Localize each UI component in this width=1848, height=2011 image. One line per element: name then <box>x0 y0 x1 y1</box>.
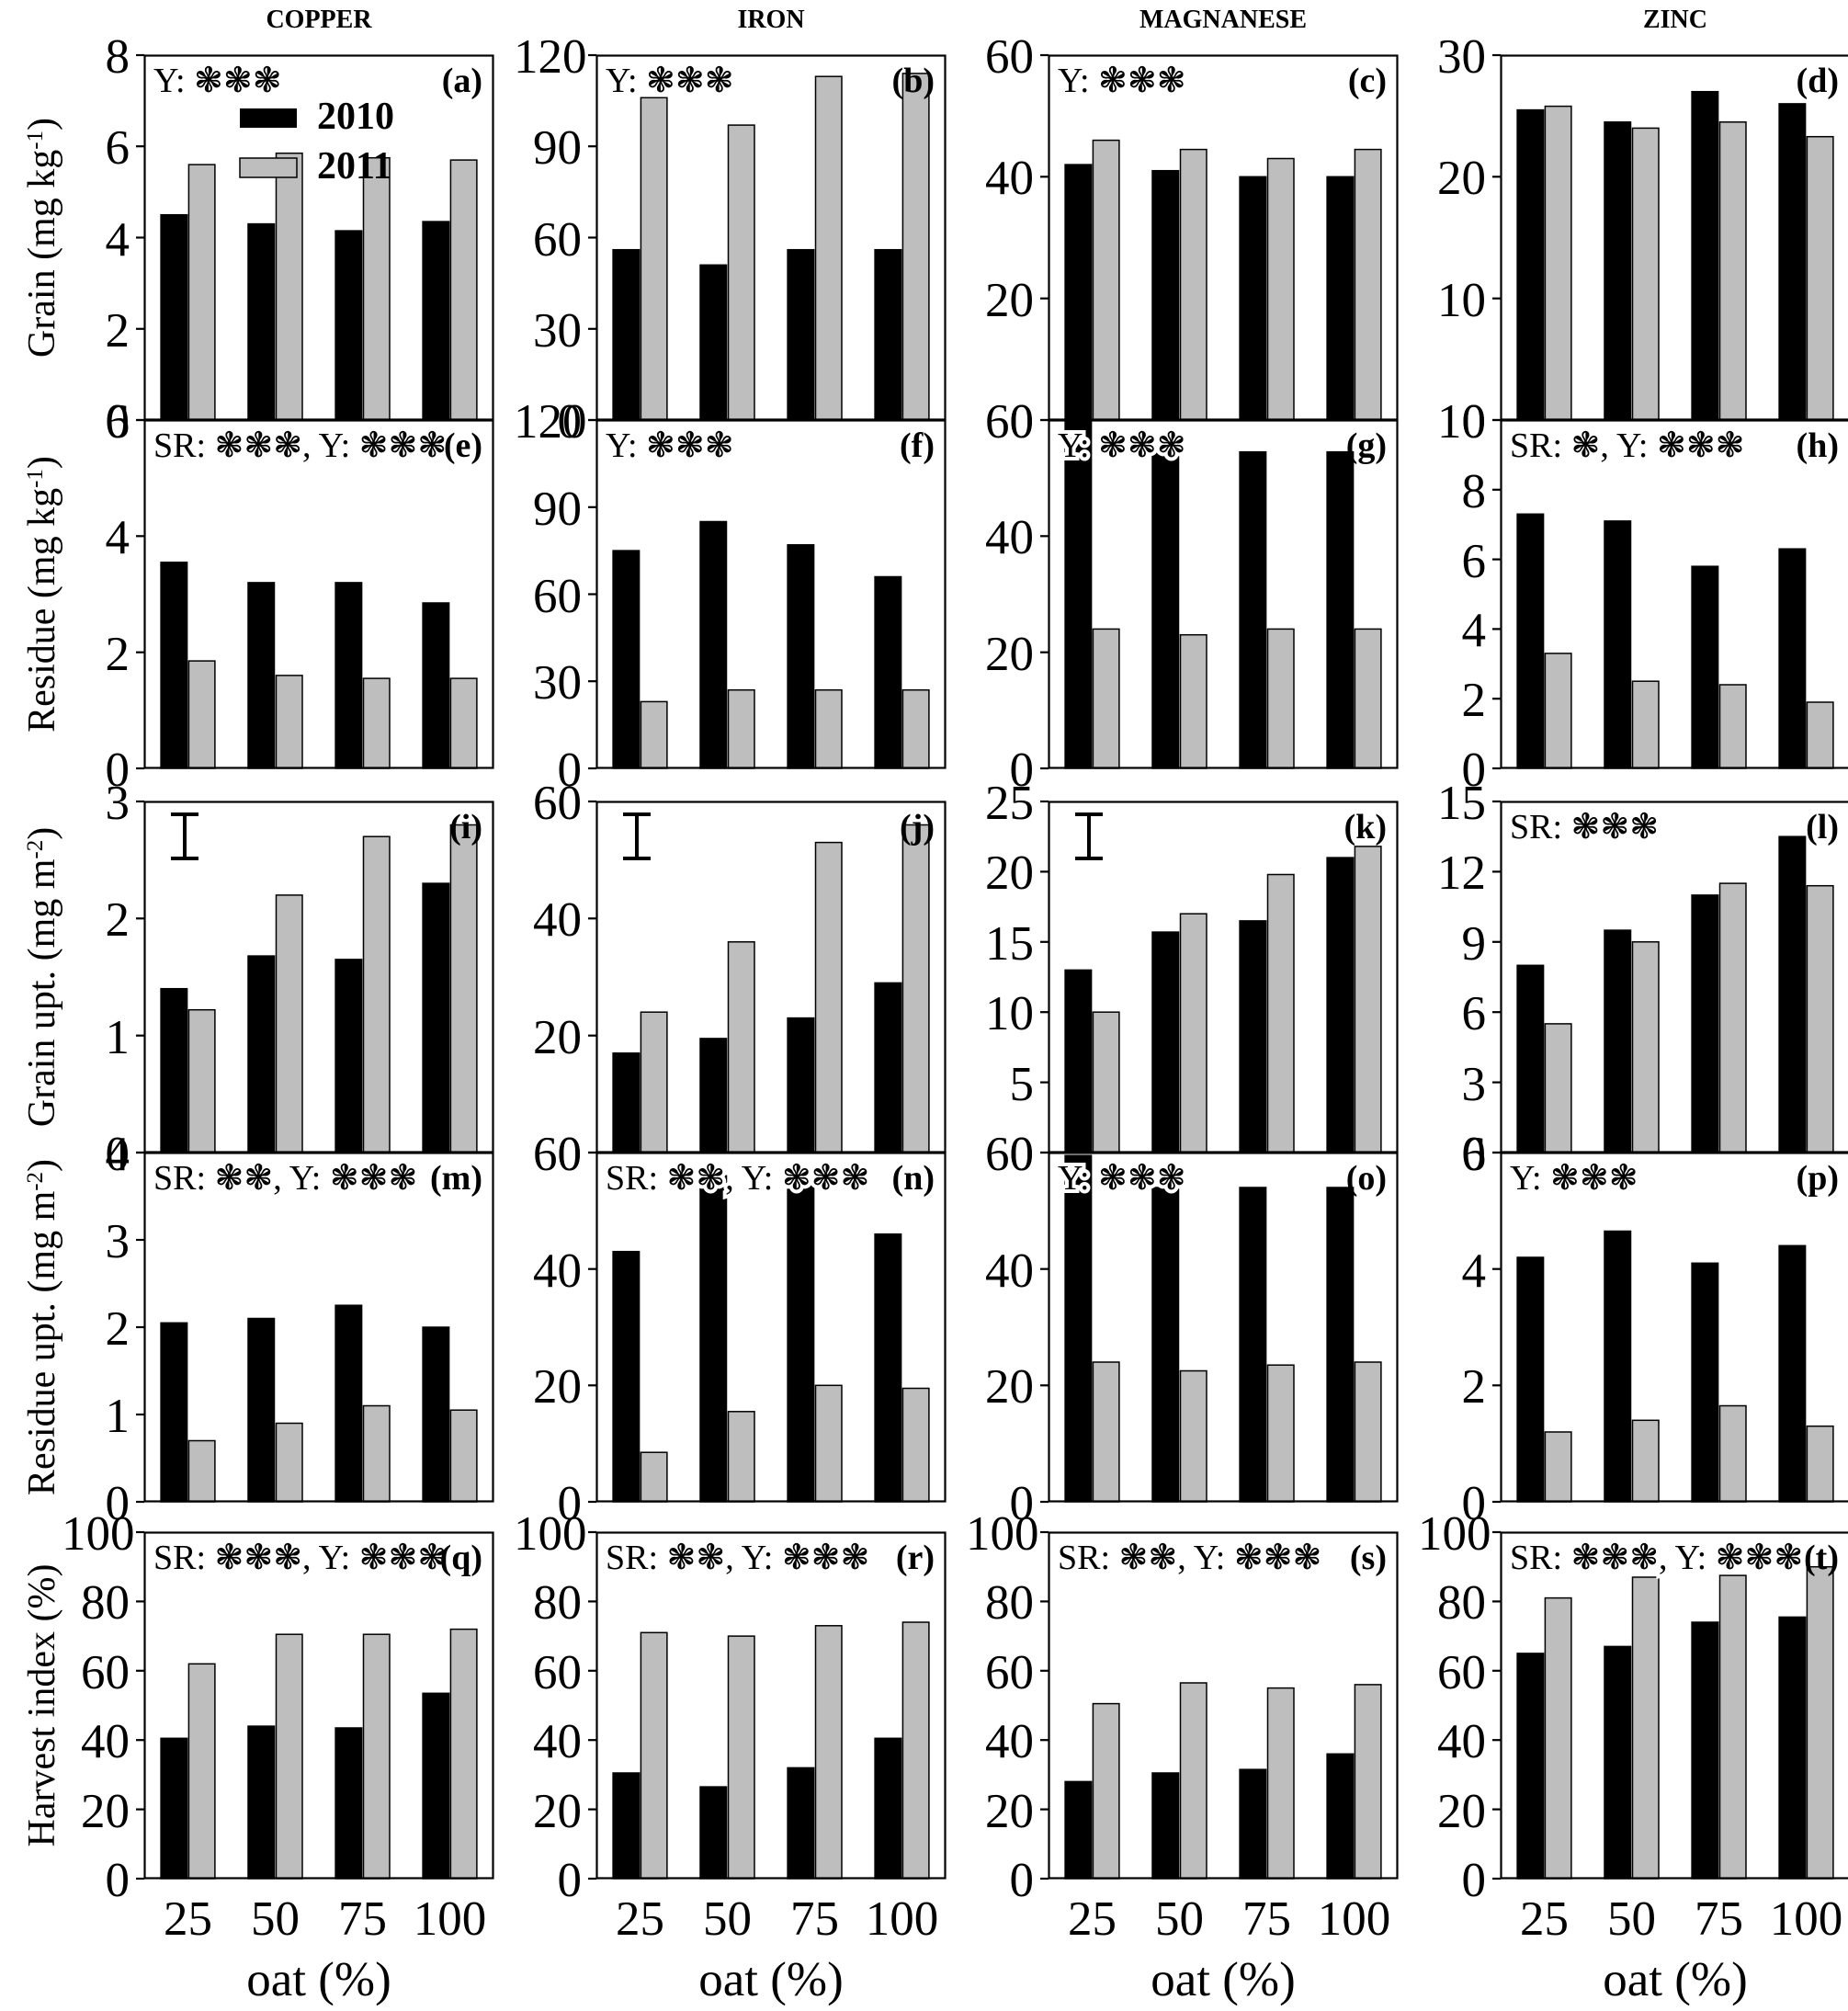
svg-text:SR: ❃, Y: ❃❃❃: SR: ❃, Y: ❃❃❃ <box>1510 426 1745 465</box>
svg-text:Y: ❃❃❃: Y: ❃❃❃ <box>1058 426 1186 465</box>
svg-text:(s): (s) <box>1350 1539 1387 1577</box>
svg-text:(q): (q) <box>440 1539 482 1577</box>
svg-text:(j): (j) <box>900 808 935 846</box>
svg-text:Harvest index (%): Harvest index (%) <box>21 1564 63 1847</box>
svg-text:2010: 2010 <box>317 96 394 138</box>
svg-text:(p): (p) <box>1797 1159 1839 1198</box>
svg-text:(l): (l) <box>1806 808 1839 846</box>
svg-text:(f): (f) <box>900 426 935 465</box>
svg-text:(k): (k) <box>1344 808 1387 846</box>
svg-text:Residue (mg kg-1): Residue (mg kg-1) <box>21 456 63 733</box>
svg-text:Y: ❃❃❃: Y: ❃❃❃ <box>606 62 734 100</box>
svg-text:SR: ❃❃, Y: ❃❃❃: SR: ❃❃, Y: ❃❃❃ <box>606 1539 869 1577</box>
svg-text:Residue upt. (mg m-2): Residue upt. (mg m-2) <box>21 1159 63 1495</box>
svg-text:SR: ❃❃❃, Y: ❃❃❃: SR: ❃❃❃, Y: ❃❃❃ <box>1510 1539 1803 1577</box>
svg-text:(i): (i) <box>449 808 482 846</box>
svg-text:Y: ❃❃❃: Y: ❃❃❃ <box>1058 1159 1186 1198</box>
svg-text:Y: ❃❃❃: Y: ❃❃❃ <box>1058 62 1186 100</box>
svg-text:(a): (a) <box>442 62 482 100</box>
svg-text:(o): (o) <box>1346 1159 1387 1198</box>
svg-text:Y: ❃❃❃: Y: ❃❃❃ <box>1510 1159 1638 1198</box>
svg-text:(d): (d) <box>1797 62 1839 100</box>
svg-text:SR: ❃❃❃: SR: ❃❃❃ <box>1510 808 1659 846</box>
svg-text:SR: ❃❃, Y: ❃❃❃: SR: ❃❃, Y: ❃❃❃ <box>1058 1539 1321 1577</box>
svg-text:(g): (g) <box>1346 426 1387 465</box>
svg-text:Grain upt. (mg m-2): Grain upt. (mg m-2) <box>21 827 63 1127</box>
svg-text:(r): (r) <box>896 1539 935 1577</box>
svg-text:(m): (m) <box>430 1159 482 1198</box>
svg-text:(b): (b) <box>892 62 935 100</box>
svg-text:(c): (c) <box>1348 62 1387 100</box>
svg-text:SR: ❃❃, Y: ❃❃❃: SR: ❃❃, Y: ❃❃❃ <box>153 1159 417 1198</box>
svg-text:(n): (n) <box>892 1159 935 1198</box>
svg-text:SR: ❃❃, Y: ❃❃❃: SR: ❃❃, Y: ❃❃❃ <box>606 1159 869 1198</box>
svg-text:Y: ❃❃❃: Y: ❃❃❃ <box>153 62 282 100</box>
svg-text:Grain (mg kg-1): Grain (mg kg-1) <box>21 118 63 358</box>
svg-text:(h): (h) <box>1797 426 1839 465</box>
svg-text:(t): (t) <box>1804 1539 1839 1577</box>
svg-text:2011: 2011 <box>317 145 392 187</box>
svg-text:Y: ❃❃❃: Y: ❃❃❃ <box>606 426 734 465</box>
svg-text:(e): (e) <box>444 426 482 465</box>
svg-text:SR: ❃❃❃, Y: ❃❃❃: SR: ❃❃❃, Y: ❃❃❃ <box>153 426 447 465</box>
svg-text:SR: ❃❃❃, Y: ❃❃❃: SR: ❃❃❃, Y: ❃❃❃ <box>153 1539 447 1577</box>
